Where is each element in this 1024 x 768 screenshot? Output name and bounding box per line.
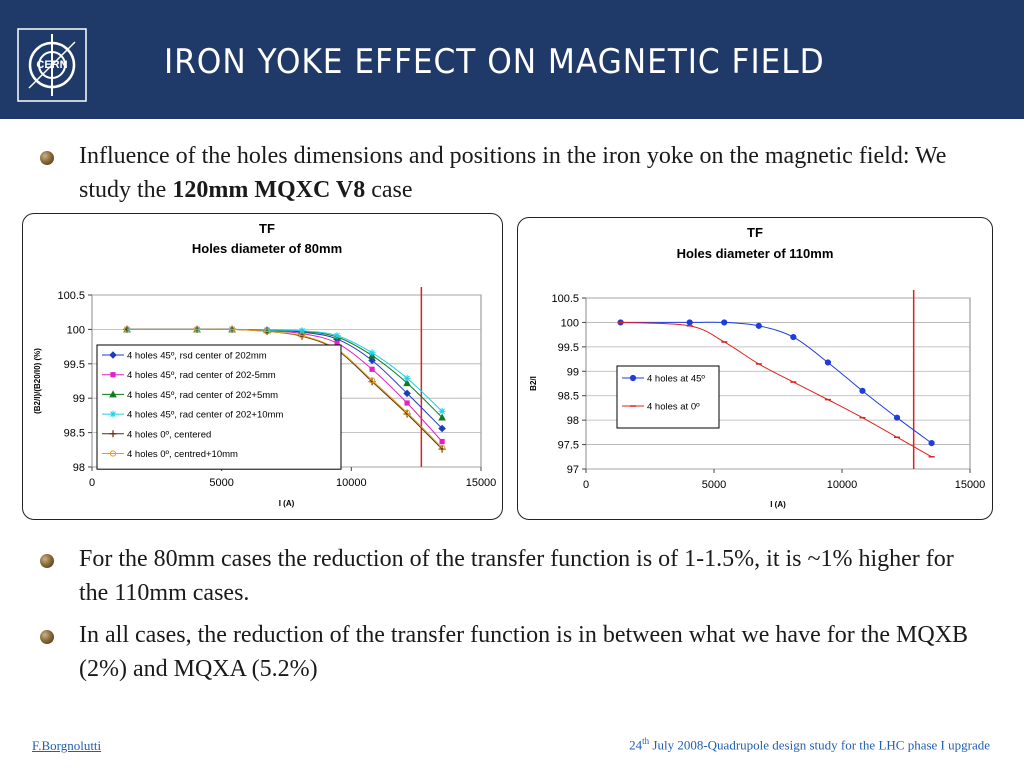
legend-label: 4 holes 0º, centered xyxy=(127,429,211,440)
chart-80mm: TF Holes diameter of 80mm 98 98.5 99 99.5 100 1… xyxy=(33,221,497,508)
cern-logo: CERN xyxy=(17,28,87,102)
intro-paragraph: Influence of the holes dimensions and po… xyxy=(79,143,947,203)
data-point xyxy=(368,349,376,357)
y-tick-label: 99.5 xyxy=(558,342,579,354)
result-paragraph-2: In all cases, the reduction of the trans… xyxy=(79,622,969,682)
chart-title: TF xyxy=(259,221,275,236)
data-series xyxy=(617,321,935,458)
x-tick-label: 0 xyxy=(583,479,589,491)
chart-110mm-panel: TF Holes diameter of 110mm 97 97.5 98 98.5 99 9… xyxy=(517,217,993,520)
data-point xyxy=(368,377,376,384)
bullet-icon xyxy=(40,630,54,644)
data-series xyxy=(617,319,935,447)
legend-label: 4 holes at 0º xyxy=(647,402,700,413)
legend-box xyxy=(96,344,342,470)
data-point xyxy=(438,413,446,421)
y-tick-label: 98.5 xyxy=(558,391,579,403)
x-tick-label: 0 xyxy=(89,477,95,489)
y-tick-label: 99 xyxy=(73,393,85,405)
y-tick-label: 100.5 xyxy=(551,293,579,305)
y-axis-label: B2/I xyxy=(529,376,538,391)
y-tick-label: 100 xyxy=(561,317,579,329)
result-paragraph-1: For the 80mm cases the reduction of the … xyxy=(79,546,954,606)
legend-label: 4 holes at 45º xyxy=(647,374,705,385)
legend-marker xyxy=(109,450,117,457)
legend-label: 4 holes 45º, rad center of 202-5mm xyxy=(127,370,276,381)
data-point xyxy=(859,387,866,394)
data-point xyxy=(403,374,411,382)
x-tick-label: 5000 xyxy=(702,479,726,491)
author-link[interactable]: F.Borgnolutti xyxy=(32,738,102,753)
data-point xyxy=(824,359,832,366)
svg-text:CERN: CERN xyxy=(36,59,67,71)
legend-marker xyxy=(629,374,637,382)
data-point xyxy=(298,332,306,339)
data-point xyxy=(333,332,341,340)
legend-marker xyxy=(109,351,117,359)
chart-110mm: TF Holes diameter of 110mm 97 97.5 98 98.5 99 9… xyxy=(529,225,986,509)
x-axis-label: I (A) xyxy=(279,499,295,508)
data-point xyxy=(263,328,271,335)
y-axis-label: (B2/I)/(B20/I0) (%) xyxy=(33,348,42,414)
chart-80mm-panel: TF Holes diameter of 80mm 98 98.5 99 99.5 100 1… xyxy=(22,213,503,520)
data-point xyxy=(403,379,411,387)
legend-marker xyxy=(110,372,116,378)
data-point xyxy=(404,400,410,406)
legend-label: 4 holes 45º, rad center of 202+5mm xyxy=(127,390,278,401)
data-point xyxy=(298,327,306,335)
y-tick-label: 98 xyxy=(73,462,85,474)
data-point xyxy=(686,319,693,326)
data-point xyxy=(721,319,728,326)
page-title: Iron yoke effect on magnetic field xyxy=(164,42,825,82)
data-point xyxy=(403,409,411,416)
series-line xyxy=(127,328,443,449)
data-point xyxy=(334,340,340,346)
y-tick-label: 98 xyxy=(567,415,579,427)
data-point xyxy=(928,440,935,447)
data-point xyxy=(438,407,446,415)
y-tick-label: 99.5 xyxy=(64,359,85,371)
data-point xyxy=(403,389,411,398)
data-point xyxy=(123,326,131,333)
data-point xyxy=(369,366,375,372)
header-bar: CERN Iron yoke effect on magnetic field xyxy=(0,0,1024,119)
x-tick-label: 15000 xyxy=(466,477,497,489)
model-name: 120mm MQXC V8 xyxy=(172,177,366,203)
y-tick-label: 100 xyxy=(67,324,85,336)
data-point xyxy=(228,326,236,333)
legend-marker xyxy=(109,430,117,438)
chart-subtitle: Holes diameter of 110mm xyxy=(677,246,834,261)
data-point xyxy=(439,444,446,451)
x-tick-label: 5000 xyxy=(209,477,233,489)
data-point xyxy=(790,333,797,341)
x-tick-label: 10000 xyxy=(827,479,858,491)
legend-label: 4 holes 45º, rsd center of 202mm xyxy=(127,351,267,362)
data-point xyxy=(193,326,201,333)
y-tick-label: 100.5 xyxy=(57,290,85,302)
y-tick-label: 99 xyxy=(567,366,579,378)
x-axis-label: I (A) xyxy=(770,500,786,509)
footer-date-event: 24th July 2008-Quadrupole design study f… xyxy=(629,736,990,753)
legend-label: 4 holes 45º, rad center of 202+10mm xyxy=(127,410,283,421)
x-tick-label: 15000 xyxy=(955,479,986,491)
data-point xyxy=(893,414,901,421)
legend-marker xyxy=(109,390,117,398)
chart-title: TF xyxy=(747,225,763,240)
bullet-icon xyxy=(40,151,54,165)
data-point xyxy=(438,424,446,433)
legend-label: 4 holes 0º, centred+10mm xyxy=(127,449,238,460)
y-tick-label: 97.5 xyxy=(558,440,579,452)
chart-subtitle: Holes diameter of 80mm xyxy=(192,241,342,256)
data-point xyxy=(439,438,445,445)
data-point xyxy=(755,322,762,329)
bullet-icon xyxy=(40,554,54,568)
x-tick-label: 10000 xyxy=(336,477,367,489)
legend-marker xyxy=(109,410,117,418)
y-tick-label: 97 xyxy=(567,464,579,476)
y-tick-label: 98.5 xyxy=(64,428,85,440)
data-point xyxy=(368,356,376,365)
